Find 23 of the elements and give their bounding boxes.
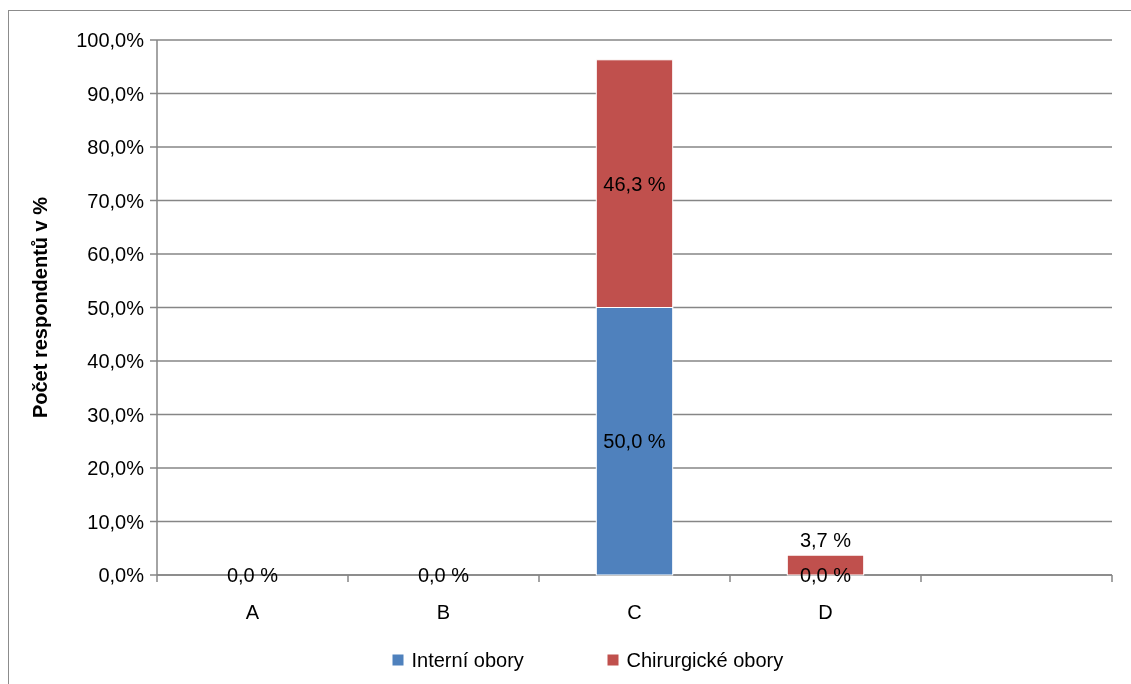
data-label: 0,0 %: [226, 564, 279, 586]
y-tick-label: 70,0%: [87, 189, 145, 212]
y-tick-label: 50,0%: [87, 296, 145, 319]
y-axis-title: Počet respondentů v %: [29, 196, 51, 419]
y-tick-label: 80,0%: [87, 136, 145, 158]
x-tick-label: A: [245, 601, 260, 623]
x-tick-label: B: [436, 601, 451, 623]
y-tick-label: 30,0%: [87, 403, 145, 426]
y-tick-label: 60,0%: [87, 243, 145, 265]
y-tick-label: 0,0%: [98, 564, 145, 586]
y-tick-label: 10,0%: [87, 510, 145, 533]
legend-label: Interní obory: [411, 649, 524, 671]
x-tick-label: D: [818, 601, 833, 623]
data-label: 3,7 %: [799, 529, 852, 552]
data-label: 0,0 %: [417, 564, 470, 586]
y-tick-label: 100,0%: [76, 29, 145, 51]
x-tick-label: C: [627, 601, 642, 623]
y-tick-label: 20,0%: [87, 457, 145, 479]
data-label: 46,3 %: [603, 172, 666, 195]
legend-label: Chirurgické obory: [626, 649, 784, 671]
y-tick-label: 90,0%: [87, 82, 145, 105]
y-tick-label: 40,0%: [87, 350, 145, 372]
data-label: 50,0 %: [603, 430, 666, 453]
